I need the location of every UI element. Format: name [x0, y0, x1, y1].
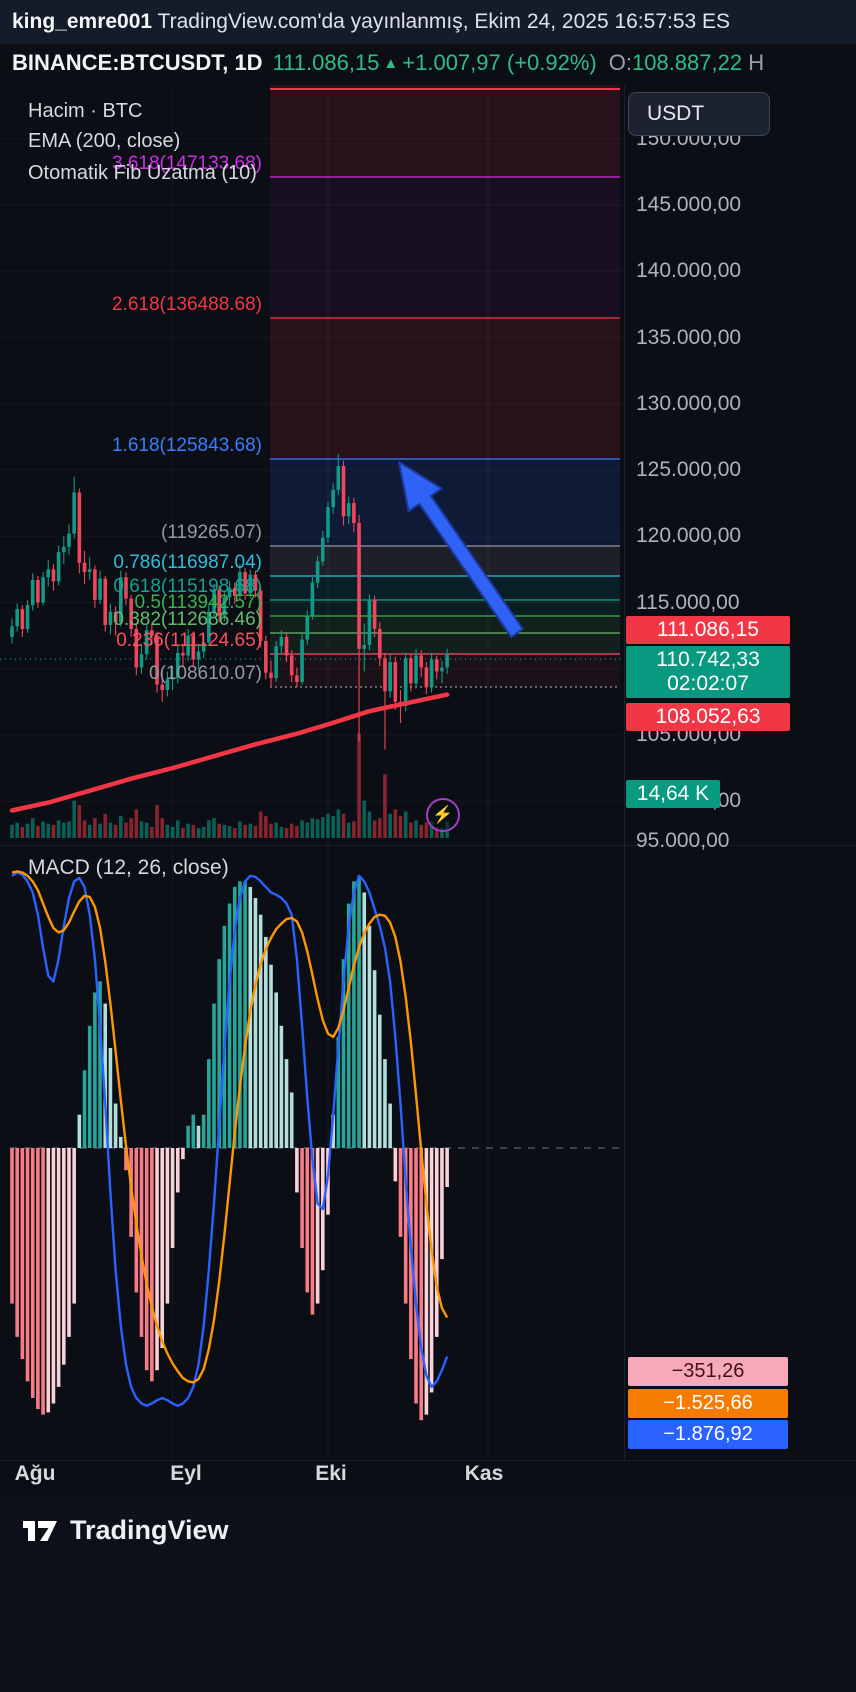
clipped-ohlc-tail: H [748, 50, 765, 75]
time-axis-divider [0, 1460, 856, 1461]
legend-macd[interactable]: MACD (12, 26, close) [28, 856, 229, 879]
countdown-badge: 110.742,33 02:02:07 [626, 646, 790, 698]
price-axis-label: 135.000,00 [636, 326, 742, 349]
fib-level-label: 0.5(113942.57) [134, 592, 262, 613]
price-change: +1.007,97 (+0.92%) [402, 50, 597, 75]
fib-level-label: 0.786(116987.04) [113, 552, 262, 573]
price-axis-label: 130.000,00 [636, 392, 742, 415]
macd-hist-badge: −351,26 [628, 1357, 788, 1386]
price-axis-label: 140.000,00 [636, 259, 742, 282]
symbol-header: BINANCE:BTCUSDT, 1D 111.086,15 ▲ +1.007,97 … [0, 44, 856, 82]
author-name: king_emre001 [12, 10, 153, 33]
legend-volume[interactable]: Hacim · BTC [28, 100, 143, 122]
pane-divider[interactable] [0, 845, 856, 846]
publish-info: TradingView.com'da yayınlanmış, Ekim 24,… [152, 10, 731, 33]
legend-ema[interactable]: EMA (200, close) [28, 130, 181, 152]
price-axis-label: 125.000,00 [636, 458, 742, 481]
price-scale-separator [624, 85, 625, 1460]
macd-histogram [10, 875, 449, 1421]
ema-value-badge: 108.052,63 [626, 703, 790, 731]
countdown-timer: 02:02:07 [667, 672, 749, 695]
open-label: O: [608, 50, 632, 75]
open-value: 108.887,22 [631, 50, 743, 75]
tradingview-wordmark: TradingView [70, 1515, 229, 1545]
volume-value-badge: 14,64 K [626, 780, 720, 808]
price-axis-label: 145.000,00 [636, 193, 742, 216]
price-axis-label: 120.000,00 [636, 524, 742, 547]
publish-header: king_emre001 TradingView.com'da yayınlan… [0, 0, 856, 44]
countdown-price: 110.742,33 [656, 648, 760, 671]
volume-series [10, 733, 449, 838]
macd-signal-badge: −1.525,66 [628, 1389, 788, 1418]
fib-level-label: 1.618(125843.68) [111, 435, 262, 456]
time-axis-label: Eyl [170, 1462, 202, 1485]
last-price: 111.086,15 [272, 50, 380, 75]
footer: TradingView [0, 1497, 856, 1692]
tradingview-logo-icon [23, 1520, 57, 1541]
fib-level-lines[interactable] [270, 88, 620, 688]
time-axis-label: Kas [464, 1462, 504, 1485]
fib-level-label: 2.618(136488.68) [111, 294, 262, 315]
fib-level-label: 0(108610.07) [148, 663, 262, 684]
macd-signal-line [11, 870, 449, 1384]
time-axis-label: Eki [315, 1462, 347, 1485]
macd-line-badge: −1.876,92 [628, 1420, 788, 1449]
fib-level-label: 3.618(147133.68) [111, 153, 262, 174]
candlestick-series [10, 454, 449, 750]
fib-bands [270, 85, 620, 687]
flash-icon[interactable]: ⚡ [426, 798, 460, 832]
macd-line [11, 871, 449, 1408]
symbol-title[interactable]: BINANCE:BTCUSDT, 1D [12, 50, 263, 75]
fib-level-label: (119265.07) [160, 522, 262, 543]
price-axis-label: 115.000,00 [636, 591, 740, 614]
annotation-arrow[interactable] [398, 461, 524, 638]
price-axis-label: 95.000,00 [636, 829, 730, 852]
change-arrow-icon: ▲ [383, 55, 399, 72]
fib-level-label: 0.382(112686.46) [113, 609, 262, 630]
legend-fib-tool[interactable]: Otomatik Fib Uzatma (10) [28, 162, 257, 184]
fib-level-label: 0.236(111124.65) [116, 630, 262, 651]
fib-level-label: 0.618(115198.68) [113, 576, 262, 597]
ema-200-line[interactable] [9, 692, 450, 813]
tradingview-brand[interactable]: TradingView [20, 1515, 229, 1546]
time-axis-label: Ağu [14, 1462, 56, 1485]
currency-toggle-button[interactable]: USDT [628, 92, 770, 136]
last-price-badge: 111.086,15 [626, 616, 790, 644]
